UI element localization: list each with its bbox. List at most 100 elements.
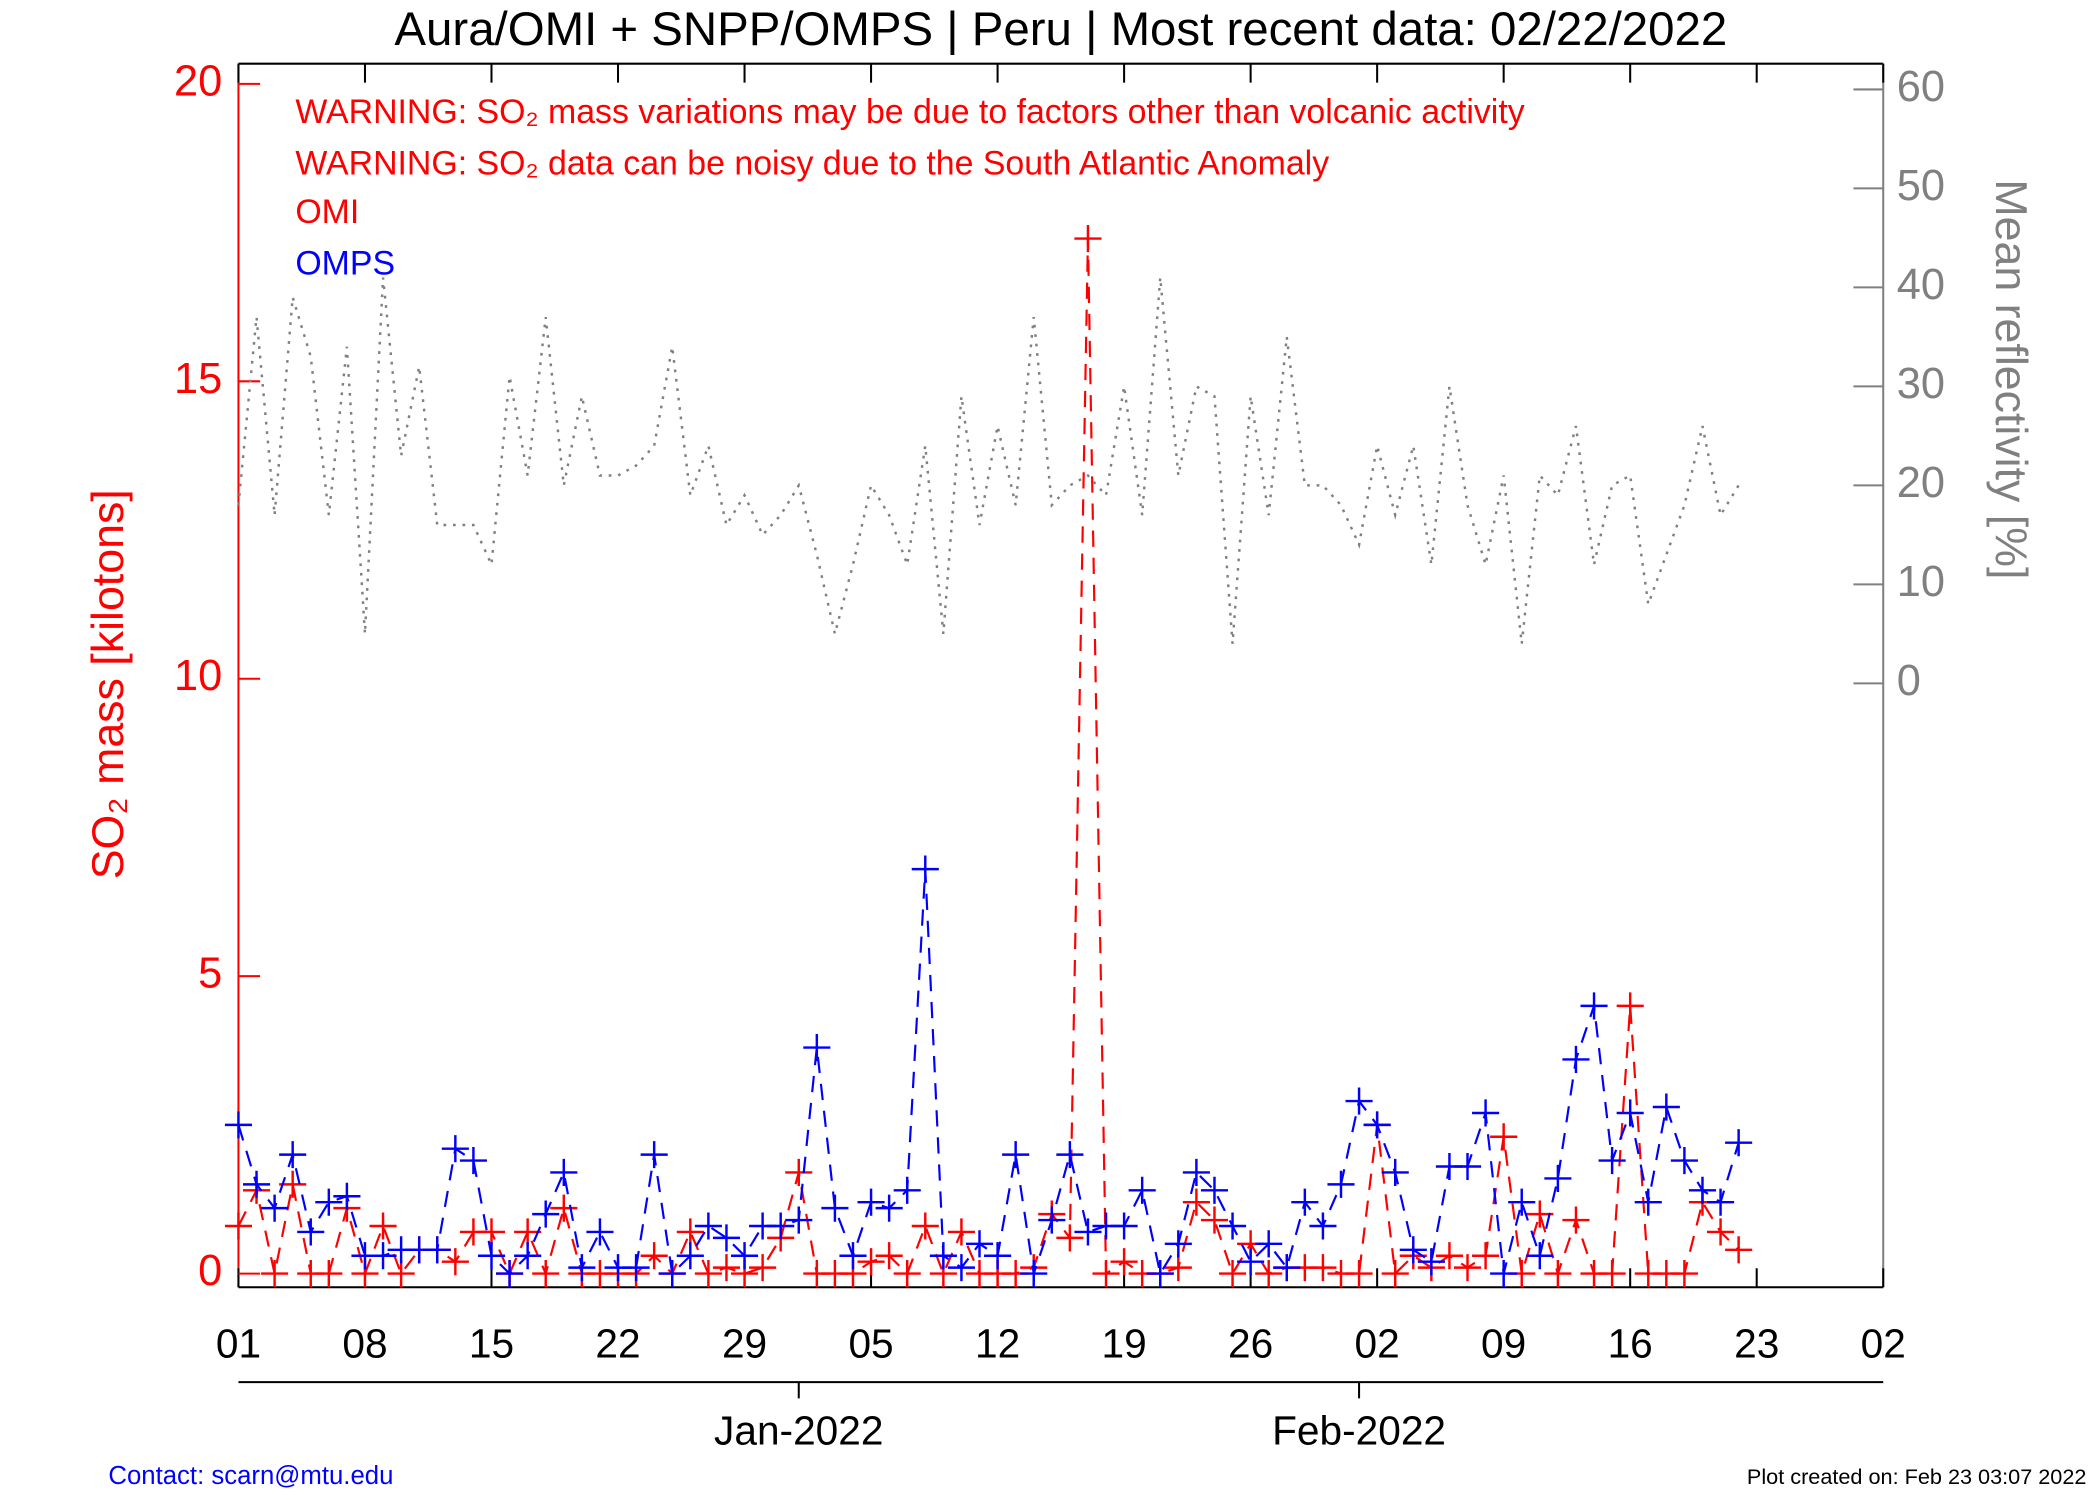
- marker: [1164, 1254, 1192, 1282]
- y2-tick-label: 50: [1897, 162, 1945, 210]
- marker: [984, 1242, 1012, 1270]
- marker: [477, 1242, 506, 1270]
- month-label: Feb-2022: [1272, 1407, 1446, 1453]
- marker: [1598, 1260, 1626, 1288]
- marker: [893, 1260, 921, 1288]
- marker: [1634, 1188, 1662, 1216]
- marker: [1255, 1260, 1283, 1288]
- marker: [1020, 1260, 1048, 1288]
- x-tick-label: 12: [975, 1321, 1020, 1367]
- marker: [965, 1230, 994, 1258]
- marker: [1327, 1170, 1355, 1198]
- x-tick-label: 26: [1228, 1321, 1273, 1367]
- marker: [821, 1194, 849, 1222]
- marker: [1544, 1164, 1572, 1192]
- marker: [911, 855, 939, 883]
- marker: [1218, 1212, 1247, 1240]
- marker: [586, 1218, 614, 1246]
- marker: [1002, 1141, 1030, 1169]
- marker: [1725, 1236, 1753, 1264]
- marker: [1580, 992, 1608, 1020]
- marker: [640, 1242, 668, 1270]
- marker: [1110, 1212, 1138, 1240]
- marker: [1056, 1224, 1084, 1252]
- marker: [1309, 1212, 1337, 1240]
- series-line: [237, 238, 1740, 1278]
- marker: [622, 1254, 650, 1282]
- marker: [893, 1176, 921, 1204]
- marker: [1707, 1188, 1735, 1216]
- marker: [1670, 1260, 1698, 1288]
- marker: [441, 1135, 469, 1163]
- marker: [1526, 1242, 1554, 1270]
- marker: [1056, 1141, 1084, 1169]
- y2-tick-label: 30: [1897, 360, 1945, 408]
- y2-tick-label: 20: [1897, 459, 1945, 507]
- marker: [1182, 1188, 1210, 1216]
- marker: [1598, 1147, 1626, 1175]
- marker: [640, 1141, 668, 1169]
- marker: [1472, 1099, 1500, 1127]
- marker: [1074, 1218, 1102, 1246]
- marker: [749, 1254, 777, 1282]
- marker: [767, 1212, 795, 1240]
- marker: [1092, 1260, 1120, 1288]
- marker: [676, 1242, 704, 1270]
- warning: WARNING: SO₂ data can be noisy due to th…: [295, 144, 1329, 182]
- marker: [1707, 1218, 1735, 1246]
- marker: [1110, 1248, 1138, 1276]
- marker: [1309, 1254, 1337, 1282]
- created-on: Plot created on: Feb 23 03:07 2022: [1747, 1464, 2087, 1489]
- marker: [712, 1254, 741, 1282]
- marker: [1616, 1099, 1644, 1127]
- marker: [1670, 1147, 1698, 1175]
- y-tick-label: 0: [198, 1247, 222, 1295]
- marker: [785, 1206, 813, 1234]
- marker: [1562, 1045, 1590, 1073]
- marker: [1273, 1254, 1301, 1282]
- marker: [1363, 1111, 1391, 1139]
- y-axis-label: SO₂ mass [kilotons]: [84, 489, 133, 879]
- contact: Contact: scarn@mtu.edu: [108, 1462, 393, 1490]
- marker: [839, 1242, 867, 1270]
- marker: [496, 1260, 524, 1288]
- marker: [297, 1218, 325, 1246]
- series-line: [237, 277, 1740, 644]
- marker: [333, 1182, 361, 1210]
- x-tick-label: 15: [469, 1321, 514, 1367]
- marker: [1725, 1129, 1753, 1157]
- marker: [1218, 1260, 1247, 1288]
- marker: [1508, 1188, 1536, 1216]
- marker: [1381, 1260, 1409, 1288]
- marker: [1616, 992, 1644, 1020]
- marker: [803, 1033, 831, 1062]
- marker: [514, 1242, 542, 1270]
- marker: [242, 1170, 271, 1198]
- marker: [857, 1248, 885, 1276]
- marker: [1562, 1206, 1590, 1234]
- marker: [1472, 1242, 1500, 1270]
- chart-title: Aura/OMI + SNPP/OMPS | Peru | Most recen…: [394, 3, 1727, 56]
- marker: [441, 1248, 469, 1276]
- marker: [857, 1188, 885, 1216]
- y2-tick-label: 10: [1897, 558, 1945, 606]
- y2-axis-label: Mean reflectivity [%]: [1986, 179, 2035, 579]
- marker: [875, 1242, 903, 1270]
- x-tick-label: 29: [722, 1321, 767, 1367]
- marker: [315, 1260, 343, 1288]
- marker: [261, 1194, 289, 1222]
- marker: [477, 1218, 506, 1246]
- marker: [550, 1194, 578, 1222]
- marker: [1038, 1206, 1066, 1234]
- marker: [1417, 1248, 1445, 1276]
- x-tick-label: 16: [1608, 1321, 1653, 1367]
- y-tick-label: 15: [174, 355, 222, 403]
- marker: [514, 1218, 542, 1246]
- marker: [315, 1188, 343, 1216]
- marker: [1182, 1158, 1210, 1187]
- y2-tick-label: 0: [1897, 657, 1921, 705]
- marker: [224, 1212, 252, 1240]
- marker: [279, 1141, 307, 1169]
